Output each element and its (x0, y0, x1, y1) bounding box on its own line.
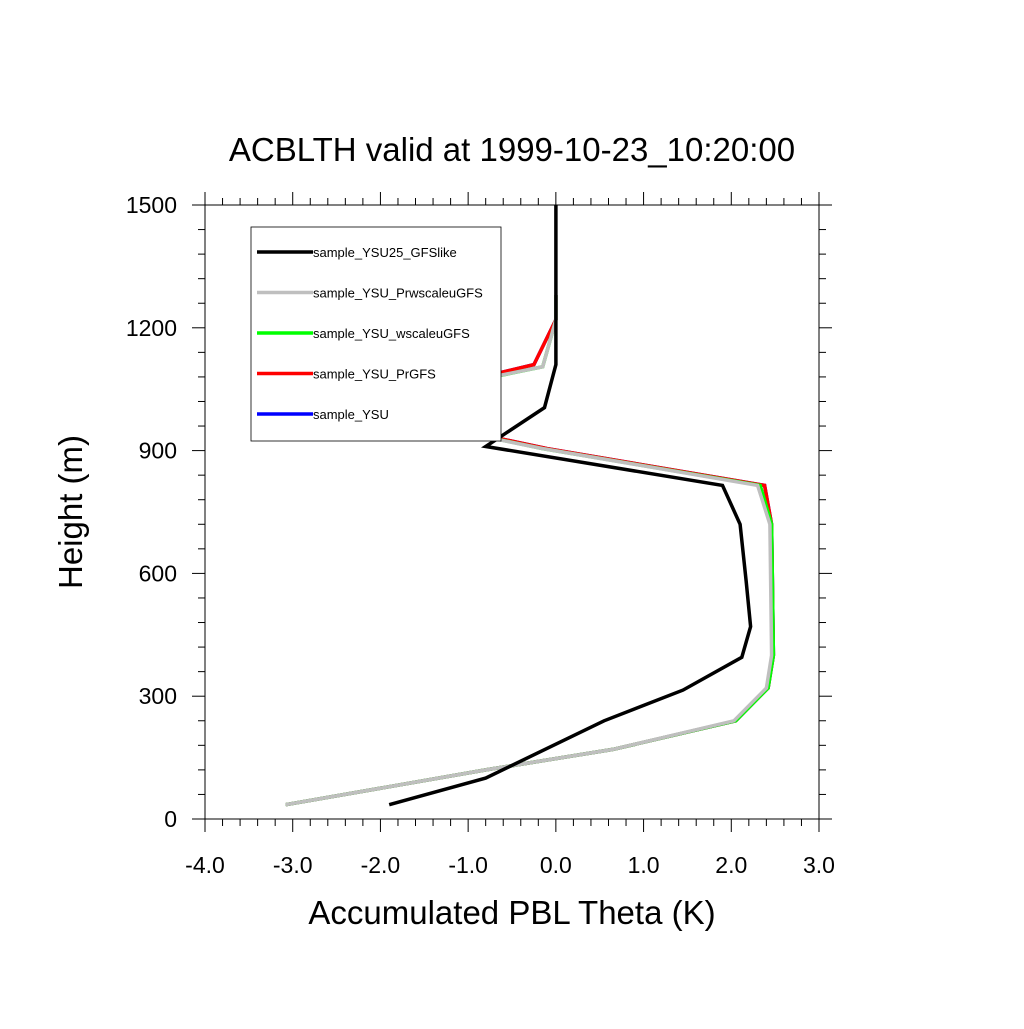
legend-label: sample_YSU_wscaleuGFS (313, 326, 470, 341)
x-tick-label: 1.0 (628, 852, 660, 878)
series-line-sample-ysu25-gfslike (388, 205, 753, 807)
x-tick-label: 3.0 (803, 852, 835, 878)
x-tick-label: 2.0 (715, 852, 747, 878)
x-tick-label: -1.0 (448, 852, 488, 878)
x-tick-label: -2.0 (361, 852, 401, 878)
x-tick-label: -4.0 (185, 852, 225, 878)
y-tick-label: 1500 (126, 192, 177, 218)
legend-label: sample_YSU (313, 407, 389, 422)
y-tick-label: 0 (164, 806, 177, 832)
legend: sample_YSU25_GFSlike sample_YSU_Prwscaleu… (250, 226, 502, 442)
plot-frame (204, 204, 820, 820)
plot-area: -4.0 -3.0 -2.0 -1.0 0.0 1.0 2.0 3.0 0 300 600 900 12… (126, 192, 835, 878)
legend-label: sample_YSU25_GFSlike (313, 245, 457, 260)
legend-label: sample_YSU_PrwscaleuGFS (313, 286, 483, 301)
chart-title: ACBLTH valid at 1999-10-23_10:20:00 (229, 131, 795, 168)
x-tick-label: 0.0 (540, 852, 572, 878)
y-tick-label: 300 (139, 683, 177, 709)
x-tick-label: -3.0 (273, 852, 313, 878)
y-tick-label: 900 (139, 438, 177, 464)
legend-label: sample_YSU_PrGFS (313, 367, 436, 382)
y-tick-label: 600 (139, 560, 177, 586)
x-axis-label: Accumulated PBL Theta (K) (308, 894, 715, 931)
y-axis-label: Height (m) (52, 435, 89, 589)
y-tick-label: 1200 (126, 315, 177, 341)
series-line-sample-ysu-prwscaleugfs (285, 295, 774, 807)
